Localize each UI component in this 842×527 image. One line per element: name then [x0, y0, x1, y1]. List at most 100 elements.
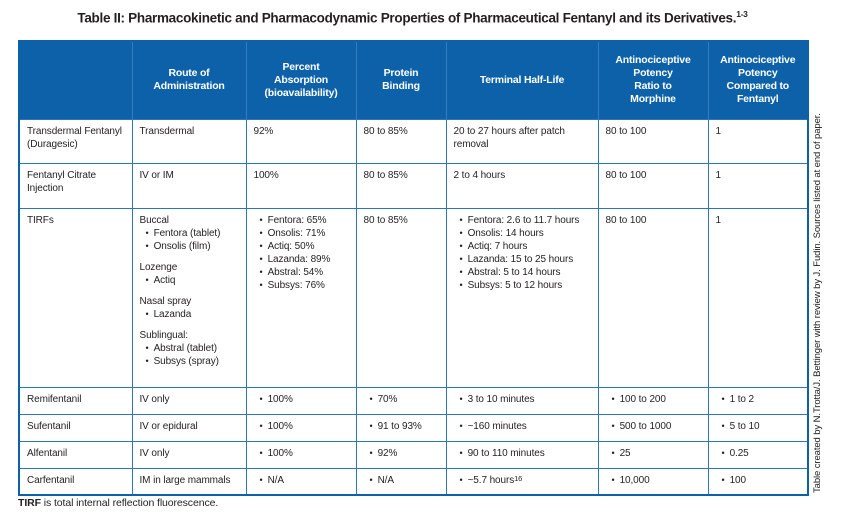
cell-line: Remifentanil	[27, 393, 128, 406]
data-cell: • 1 to 2	[707, 386, 809, 415]
cell-line: 80 to 85%	[364, 125, 442, 138]
row-label-cell: Remifentanil	[18, 386, 133, 415]
header-row: Route of Administration Percent Absorptio…	[19, 41, 808, 119]
row-label-cell: Carfentanil	[18, 467, 133, 496]
cell-text: N/A	[377, 474, 394, 486]
cell-text: Fentora: 2.6 to 11.7 hours	[467, 214, 580, 226]
bullet-icon: •	[145, 227, 149, 238]
cell-text: Abstral (tablet)	[153, 342, 218, 354]
footnote: TIRF is total internal reflection fluore…	[18, 497, 218, 509]
cell-line: 80 to 85%	[364, 169, 442, 182]
cell-text: Transdermal	[139, 125, 195, 137]
column-header-3: Protein Binding	[355, 41, 446, 119]
cell-text: 90 to 110 minutes	[467, 447, 545, 459]
cell-text: ~160 minutes	[467, 420, 527, 432]
cell-line: • ~5.7 hours 16	[454, 474, 594, 487]
cell-text: 1	[715, 125, 722, 137]
data-cell: 80 to 100	[597, 207, 709, 388]
cell-line: 92%	[254, 125, 352, 138]
table-title-text: Table II: Pharmacokinetic and Pharmacody…	[77, 10, 737, 26]
cell-line: IV only	[140, 393, 242, 406]
cell-line: • Actiq	[140, 274, 242, 287]
cell-line: • N/A	[254, 474, 352, 487]
data-cell: • Fentora: 2.6 to 11.7 hours • Onsolis: 14 …	[445, 207, 599, 388]
bullet-icon: •	[459, 227, 463, 238]
cell-text: Carfentanil	[27, 474, 75, 486]
cell-text: 80 to 100	[605, 125, 647, 137]
bullet-icon: •	[259, 393, 263, 404]
credit-side-note: Table created by N.Trotta/J. Bettinger w…	[812, 113, 823, 493]
cell-line: 20 to 27 hours after patch removal	[454, 125, 594, 151]
cell-text: Lazanda: 15 to 25 hours	[467, 253, 574, 265]
cell-line: 1	[716, 214, 804, 227]
pk-table: Route of Administration Percent Absorptio…	[18, 40, 809, 496]
data-cell: Transdermal	[131, 118, 247, 164]
column-header-label: Terminal Half-Life	[479, 73, 565, 86]
cell-text: Fentanyl Citrate Injection	[27, 169, 96, 194]
cell-text: Abstral: 5 to 14 hours	[467, 266, 561, 278]
data-cell: • 70%	[355, 386, 447, 415]
cell-line: • 100%	[254, 447, 352, 460]
data-cell: • 100%	[245, 440, 357, 469]
table-row-transdermal-fentanyl: Transdermal Fentanyl (Duragesic) Transder…	[18, 118, 809, 164]
cell-text: 0.25	[729, 447, 749, 459]
table-row-tirfs: TIRFs Buccal • Fentora (tablet) • Onsolis (fi…	[18, 207, 809, 388]
cell-text: Actiq: 7 hours	[467, 240, 528, 252]
cell-line: • 3 to 10 minutes	[454, 393, 594, 406]
footnote-text: is total internal reflection fluorescenc…	[40, 497, 219, 509]
cell-text: 5 to 10	[729, 420, 760, 432]
data-cell: 1	[707, 207, 809, 388]
bullet-icon: •	[611, 447, 615, 458]
bullet-icon: •	[459, 214, 463, 225]
cell-line: • 10,000	[606, 474, 704, 487]
cell-text: 92%	[377, 447, 398, 459]
cell-line: • Actiq: 50%	[254, 240, 352, 253]
cell-text: Lazanda: 89%	[267, 253, 331, 265]
cell-text: IV or IM	[139, 169, 174, 181]
cell-line: Buccal	[140, 214, 242, 227]
cell-line: • 5 to 10	[716, 420, 804, 433]
bullet-icon: •	[721, 474, 725, 485]
cell-line: Sufentanil	[27, 420, 128, 433]
cell-line: • Lazanda: 15 to 25 hours	[454, 253, 594, 266]
data-cell: 2 to 4 hours	[445, 162, 599, 209]
cell-text: 1 to 2	[729, 393, 755, 405]
bullet-icon: •	[611, 420, 615, 431]
cell-line: • Fentora: 65%	[254, 214, 352, 227]
cell-text: Fentora (tablet)	[153, 227, 221, 239]
cell-text: 80 to 85%	[363, 125, 408, 137]
data-cell: 1	[707, 118, 809, 164]
cell-line: 100%	[254, 169, 352, 182]
cell-text: 92%	[253, 125, 274, 137]
cell-line: 2 to 4 hours	[454, 169, 594, 182]
table-title: Table II: Pharmacokinetic and Pharmacody…	[18, 9, 807, 26]
cell-line: • 70%	[364, 393, 442, 406]
cell-text: 2 to 4 hours	[453, 169, 506, 181]
cell-text: 100%	[267, 420, 293, 432]
cell-text: Transdermal Fentanyl (Duragesic)	[27, 125, 122, 150]
cell-text: 3 to 10 minutes	[467, 393, 535, 405]
column-header-label: Protein Binding	[382, 67, 420, 93]
cell-text: Sufentanil	[27, 420, 71, 432]
column-header-label: Antinociceptive Potency Compared to Fent…	[720, 54, 796, 106]
data-cell: 20 to 27 hours after patch removal	[445, 118, 599, 164]
cell-line: • 100 to 200	[606, 393, 704, 406]
cell-text: Lazanda	[153, 308, 192, 320]
cell-line: 1	[716, 125, 804, 138]
data-cell: 92%	[245, 118, 357, 164]
data-cell: • 500 to 1000	[597, 413, 709, 442]
data-cell: IV or epidural	[131, 413, 247, 442]
data-cell: • 91 to 93%	[355, 413, 447, 442]
bullet-icon: •	[459, 240, 463, 251]
column-header-label: Percent Absorption (bioavailability)	[264, 60, 338, 99]
cell-line: • Lazanda: 89%	[254, 253, 352, 266]
row-label-cell: Fentanyl Citrate Injection	[18, 162, 133, 209]
data-cell: • 5 to 10	[707, 413, 809, 442]
data-cell: • N/A	[355, 467, 447, 496]
cell-line: • Onsolis: 14 hours	[454, 227, 594, 240]
bullet-icon: •	[459, 474, 463, 485]
data-cell: IM in large mammals	[131, 467, 247, 496]
cell-line: • 100%	[254, 420, 352, 433]
cell-text: Onsolis: 14 hours	[467, 227, 544, 239]
cell-text: 80 to 85%	[363, 169, 408, 181]
